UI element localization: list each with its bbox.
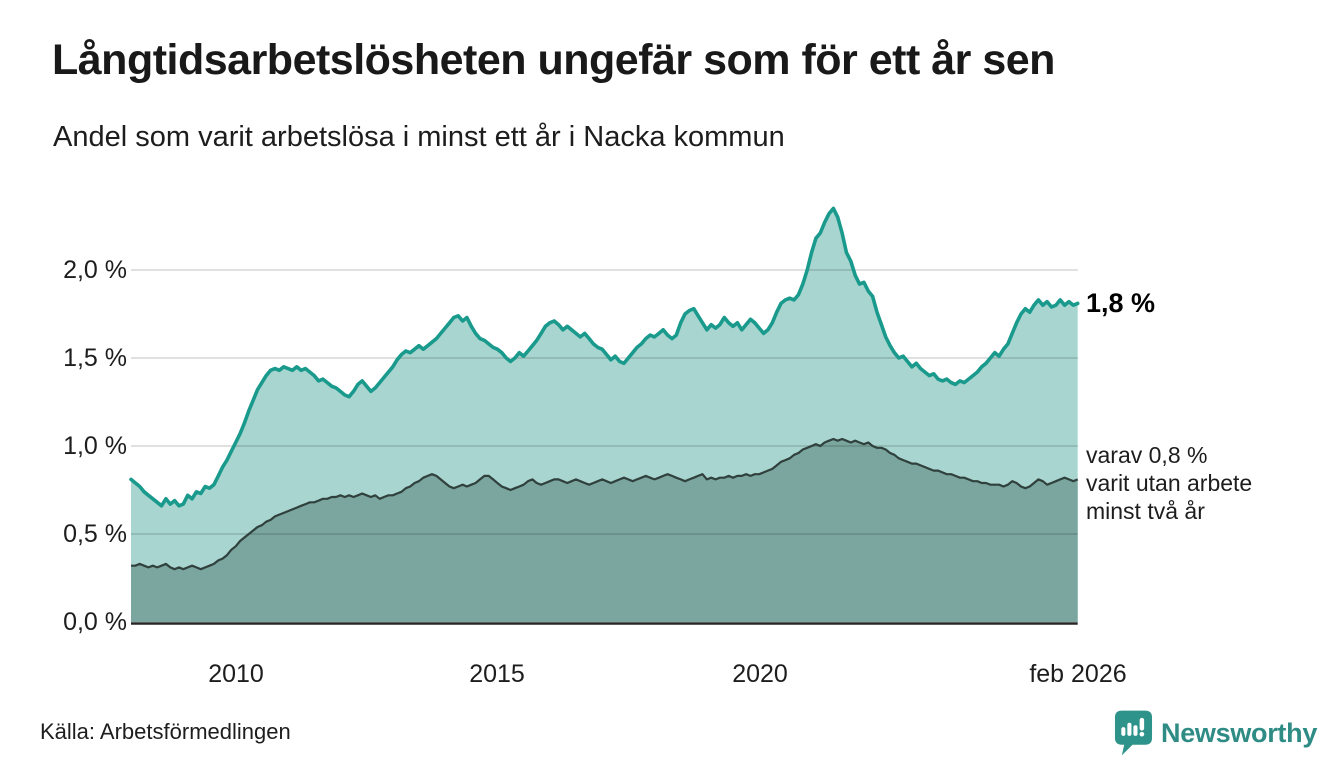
x-tick-feb-2026: feb 2026 (1029, 660, 1127, 688)
page-title: Långtidsarbetslösheten ungefär som för e… (52, 36, 1055, 84)
newsworthy-wordmark: Newsworthy (1161, 717, 1318, 748)
secondary-annotation-line-1: varav 0,8 % (1086, 442, 1208, 468)
x-tick-2020: 2020 (732, 660, 788, 688)
newsworthy-icon (1114, 710, 1153, 756)
y-tick-1-0: 1,0 % (63, 432, 127, 460)
y-tick-2-0: 2,0 % (63, 256, 127, 284)
series-1yr-line (129, 206, 1080, 508)
source-credit: Källa: Arbetsförmedlingen (40, 719, 291, 744)
y-tick-1-5: 1,5 % (63, 344, 127, 372)
x-tick-2015: 2015 (469, 660, 525, 688)
secondary-annotation: varav 0,8 % varit utan arbete minst två … (1086, 441, 1252, 525)
latest-value-label: 1,8 % (1086, 288, 1156, 318)
y-tick-0-0: 0,0 % (63, 608, 127, 636)
y-tick-0-5: 0,5 % (63, 520, 127, 548)
chart-gridlines (131, 269, 1078, 535)
newsworthy-logo[interactable]: Newsworthy (1114, 709, 1317, 757)
page-subtitle: Andel som varit arbetslösa i minst ett å… (53, 121, 785, 153)
chart-areas (131, 208, 1078, 622)
chart-lines (129, 206, 1080, 571)
x-tick-2010: 2010 (208, 660, 264, 688)
secondary-annotation-line-3: minst två år (1086, 498, 1205, 524)
series-2yr-area (131, 439, 1078, 622)
series-2yr-line (131, 437, 1079, 571)
secondary-annotation-line-2: varit utan arbete (1086, 470, 1253, 496)
